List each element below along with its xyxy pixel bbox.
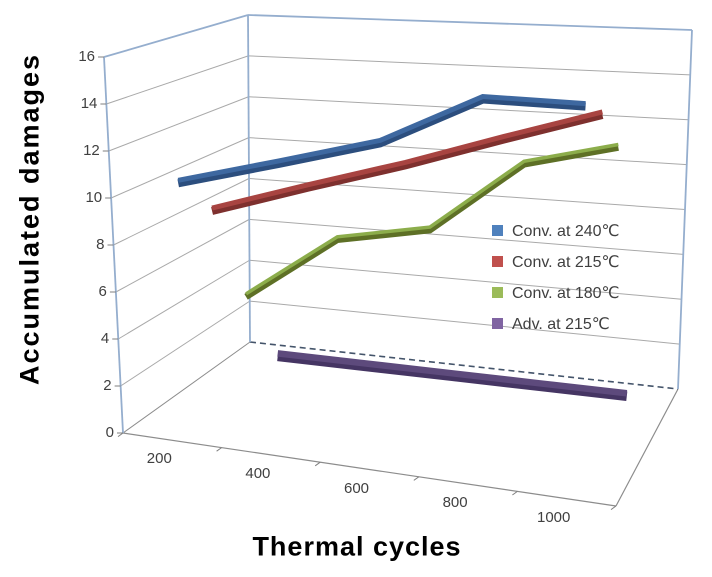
frame-line bbox=[113, 178, 250, 246]
x-tick-label: 800 bbox=[442, 494, 468, 512]
y-tick-label: 10 bbox=[85, 189, 103, 206]
frame-line bbox=[110, 137, 249, 199]
y-tick-label: 0 bbox=[105, 424, 114, 441]
frame-line bbox=[120, 300, 251, 387]
frame-line bbox=[115, 218, 250, 293]
frame-line bbox=[247, 14, 693, 31]
series-ribbon bbox=[211, 109, 603, 211]
frame-line bbox=[247, 14, 251, 343]
frame-line bbox=[122, 341, 251, 434]
frame-line bbox=[216, 447, 222, 452]
y-tick-label: 12 bbox=[83, 142, 100, 159]
frame-line bbox=[249, 218, 684, 255]
y-tick-label: 4 bbox=[100, 330, 110, 347]
legend-label: Conv. at 215℃ bbox=[512, 253, 620, 271]
frame-line bbox=[122, 432, 617, 507]
x-tick-label: 200 bbox=[146, 450, 172, 468]
series-ribbon bbox=[277, 350, 628, 397]
y-tick-label: 16 bbox=[78, 48, 95, 65]
x-axis-title: Thermal cycles bbox=[252, 531, 462, 562]
y-axis-title: Accumulated damages bbox=[14, 52, 45, 386]
frame-line bbox=[249, 259, 682, 300]
series-ribbon-edge bbox=[177, 95, 586, 188]
frame-line bbox=[249, 300, 680, 345]
series-ribbon-edge bbox=[211, 111, 604, 215]
y-tick-label: 6 bbox=[98, 283, 107, 300]
frame-line bbox=[677, 29, 693, 390]
frame-line bbox=[512, 490, 518, 496]
legend-item: Conv. at 215℃ bbox=[492, 246, 620, 277]
x-tick-label: 600 bbox=[343, 479, 370, 497]
series-ribbon bbox=[245, 142, 619, 296]
frame-line bbox=[106, 55, 249, 105]
x-tick-label: 1000 bbox=[537, 508, 571, 526]
y-tick-label: 2 bbox=[103, 377, 112, 394]
frame-line bbox=[615, 388, 679, 507]
frame-line bbox=[117, 259, 250, 340]
frame-line bbox=[314, 461, 321, 467]
y-tick-label: 8 bbox=[96, 236, 105, 253]
legend-item: Adv. at 215℃ bbox=[492, 308, 620, 339]
legend: Conv. at 240℃ Conv. at 215℃ Conv. at 180℃ A… bbox=[492, 215, 620, 339]
legend-label: Conv. at 180℃ bbox=[512, 284, 620, 302]
frame-line bbox=[413, 476, 420, 481]
legend-label: Adv. at 215℃ bbox=[512, 315, 610, 333]
series-ribbon-edge bbox=[244, 144, 619, 300]
legend-label: Conv. at 240℃ bbox=[512, 222, 620, 240]
series-ribbon bbox=[177, 94, 586, 183]
frame-line bbox=[248, 55, 691, 76]
legend-item: Conv. at 180℃ bbox=[492, 277, 620, 308]
frame-line bbox=[117, 432, 124, 438]
frame-line bbox=[103, 14, 249, 58]
legend-swatch bbox=[492, 287, 503, 298]
legend-swatch bbox=[492, 256, 503, 267]
legend-swatch bbox=[492, 225, 503, 236]
y-tick-label: 14 bbox=[80, 95, 98, 112]
frame-line bbox=[610, 505, 617, 511]
x-tick-label: 400 bbox=[245, 464, 271, 482]
frame-line bbox=[108, 96, 249, 152]
frame-line bbox=[249, 341, 679, 390]
legend-item: Conv. at 240℃ bbox=[492, 215, 620, 246]
legend-swatch bbox=[492, 318, 503, 329]
